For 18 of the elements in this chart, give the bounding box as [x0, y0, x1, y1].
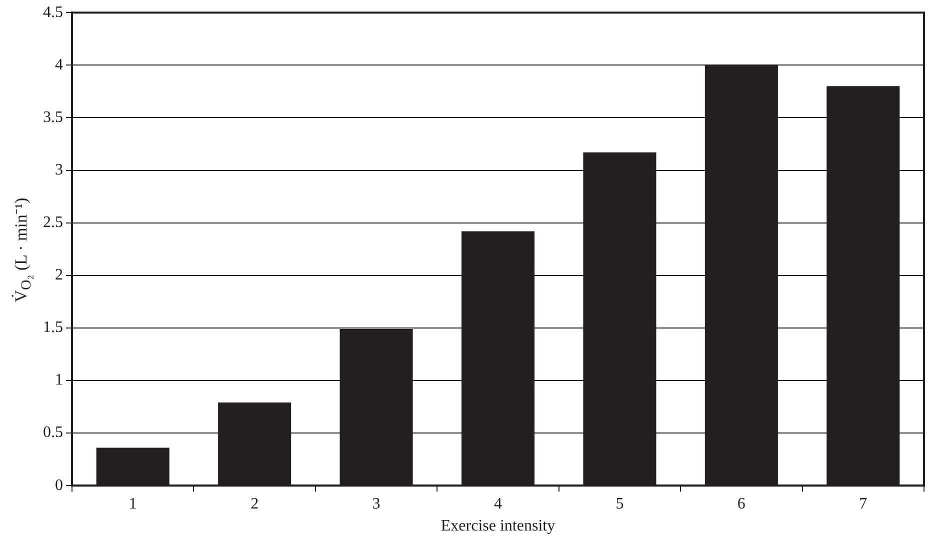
x-tick-label: 4 — [494, 495, 502, 512]
y-tick-label: 1.5 — [43, 319, 63, 336]
y-tick-label: 3.5 — [43, 108, 63, 126]
y-tick-label: 2 — [55, 266, 63, 284]
x-tick-label: 6 — [737, 495, 746, 512]
y-tick-label: 1 — [55, 372, 63, 389]
x-tick-label: 1 — [128, 495, 137, 512]
x-tick-label: 3 — [372, 495, 380, 512]
y-tick-label: 0.5 — [43, 424, 63, 442]
x-tick-label: 2 — [250, 495, 259, 512]
x-tick-label: 5 — [616, 495, 624, 512]
y-tick-label: 0 — [55, 476, 63, 494]
x-axis-title: Exercise intensity — [440, 518, 556, 535]
y-tick-label: 2.5 — [43, 214, 63, 232]
x-tick-label: 7 — [859, 495, 868, 512]
y-tick-label: 4.5 — [43, 4, 63, 21]
y-tick-label: 4 — [55, 56, 63, 74]
y-tick-label: 3 — [55, 161, 63, 178]
